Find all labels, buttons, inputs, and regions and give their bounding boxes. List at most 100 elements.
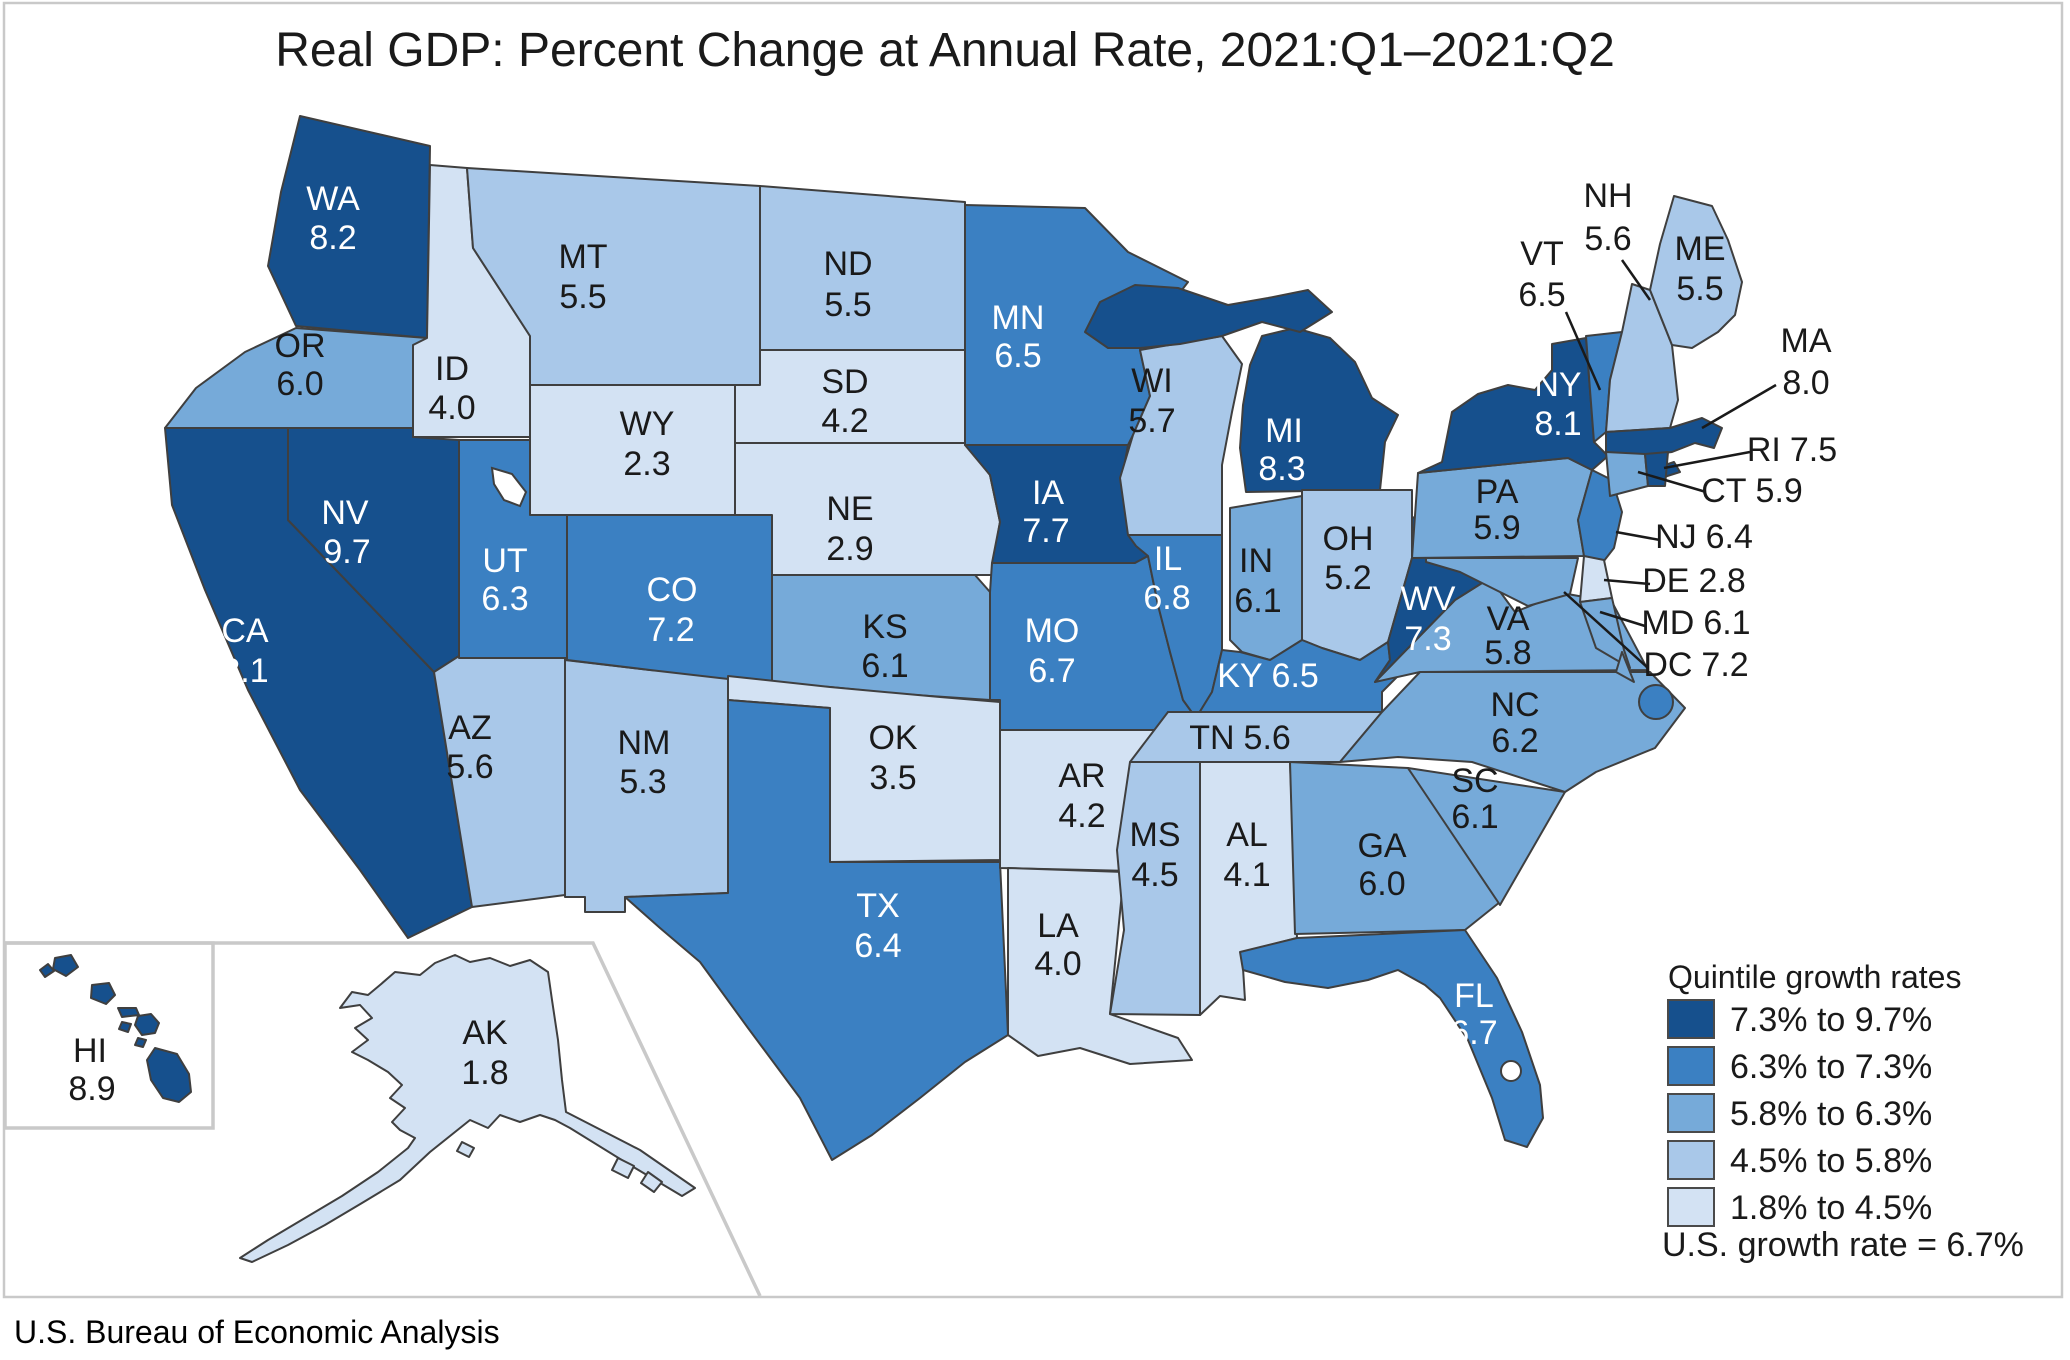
legend-title: Quintile growth rates xyxy=(1668,959,1961,995)
svg-text:PA: PA xyxy=(1476,473,1519,511)
state-new-york xyxy=(1417,337,1609,474)
svg-text:5.7: 5.7 xyxy=(1128,402,1175,440)
svg-text:IN: IN xyxy=(1239,542,1273,580)
svg-text:ND: ND xyxy=(823,245,872,283)
legend-label-q5: 1.8% to 4.5% xyxy=(1730,1189,1932,1227)
callout-label-nh: NH 5.6 xyxy=(1583,177,1632,258)
label-fl: FL6.7 xyxy=(1450,977,1497,1052)
callout-line-nh xyxy=(1620,259,1652,301)
svg-text:6.1: 6.1 xyxy=(1234,582,1281,620)
label-mn: MN6.5 xyxy=(992,299,1045,375)
svg-text:TX: TX xyxy=(856,887,899,925)
svg-text:6.5: 6.5 xyxy=(1518,276,1565,314)
svg-text:4.0: 4.0 xyxy=(1034,945,1081,983)
svg-text:5.6: 5.6 xyxy=(1584,220,1631,258)
svg-text:7.3: 7.3 xyxy=(1404,620,1451,658)
svg-text:5.9: 5.9 xyxy=(1473,509,1520,547)
label-pa: PA5.9 xyxy=(1473,473,1520,547)
callout-label-ri: RI 7.5 xyxy=(1747,431,1837,469)
label-wv: WV7.3 xyxy=(1401,580,1456,658)
legend-label-q2: 6.3% to 7.3% xyxy=(1730,1048,1932,1086)
state-virginia-eastern-shore xyxy=(1615,651,1635,683)
legend-label-q3: 5.8% to 6.3% xyxy=(1730,1095,1932,1133)
legend-swatch-q4 xyxy=(1667,1140,1715,1180)
label-wi: WI5.7 xyxy=(1128,362,1175,440)
label-ga: GA6.0 xyxy=(1357,827,1406,903)
label-ca: CA8.1 xyxy=(221,612,269,690)
label-ms: MS4.5 xyxy=(1130,816,1181,894)
svg-text:FL: FL xyxy=(1454,977,1494,1015)
label-il: IL6.8 xyxy=(1143,540,1190,617)
label-nc: NC6.2 xyxy=(1490,686,1539,760)
svg-text:7.2: 7.2 xyxy=(647,611,694,649)
lake-okeechobee xyxy=(1500,1060,1522,1082)
state-michigan-upper xyxy=(1084,284,1333,349)
callout-line-md xyxy=(1599,610,1646,628)
svg-text:SD: SD xyxy=(821,363,868,401)
label-tn: TN 5.6 xyxy=(1189,719,1291,757)
state-florida xyxy=(1239,929,1544,1148)
svg-text:4.5: 4.5 xyxy=(1131,856,1178,894)
label-id: ID4.0 xyxy=(428,350,475,427)
label-ky: KY 6.5 xyxy=(1217,657,1319,695)
label-ks: KS6.1 xyxy=(861,608,908,685)
state-illinois xyxy=(1127,534,1223,719)
svg-text:6.7: 6.7 xyxy=(1450,1014,1497,1052)
state-maine xyxy=(1649,195,1743,349)
label-sc: SC6.1 xyxy=(1451,762,1498,836)
svg-text:7.7: 7.7 xyxy=(1022,512,1069,550)
state-north-carolina xyxy=(1339,671,1686,793)
svg-text:6.1: 6.1 xyxy=(1451,798,1498,836)
svg-text:6.5: 6.5 xyxy=(994,337,1041,375)
label-me: ME5.5 xyxy=(1675,230,1726,308)
label-co: CO7.2 xyxy=(647,571,698,649)
page-title: Real GDP: Percent Change at Annual Rate,… xyxy=(275,24,1615,77)
svg-text:AR: AR xyxy=(1058,757,1105,795)
state-hawaii xyxy=(39,954,192,1103)
legend-swatch-q5 xyxy=(1667,1187,1715,1227)
svg-text:3.5: 3.5 xyxy=(869,759,916,797)
svg-text:OK: OK xyxy=(868,719,917,757)
svg-text:VA: VA xyxy=(1487,600,1530,638)
label-ok: OK3.5 xyxy=(868,719,917,797)
state-texas xyxy=(624,699,1009,1161)
state-washington xyxy=(267,115,431,339)
label-nd: ND5.5 xyxy=(823,245,872,324)
svg-text:5.5: 5.5 xyxy=(1676,270,1723,308)
svg-text:CO: CO xyxy=(647,571,698,609)
svg-text:5.3: 5.3 xyxy=(619,763,666,801)
svg-text:GA: GA xyxy=(1357,827,1406,865)
state-georgia xyxy=(1289,761,1501,935)
state-arizona xyxy=(433,655,566,908)
callout-line-de xyxy=(1603,578,1651,586)
svg-text:SC: SC xyxy=(1451,762,1498,800)
state-maryland-eastern-shore xyxy=(1579,597,1631,669)
svg-text:KS: KS xyxy=(862,608,907,646)
callout-label-nj: NJ 6.4 xyxy=(1655,518,1753,556)
state-michigan-lower xyxy=(1239,327,1399,493)
state-district-of-columbia-symbol xyxy=(1638,684,1674,720)
label-mo: MO6.7 xyxy=(1025,612,1080,690)
svg-text:MI: MI xyxy=(1265,412,1303,450)
svg-text:OR: OR xyxy=(275,327,326,365)
svg-text:5.6: 5.6 xyxy=(446,748,493,786)
label-sd: SD4.2 xyxy=(821,363,868,440)
label-ia: IA7.7 xyxy=(1022,474,1069,550)
label-or: OR6.0 xyxy=(275,327,326,403)
great-salt-lake xyxy=(490,466,528,508)
legend-label-q1: 7.3% to 9.7% xyxy=(1730,1001,1932,1039)
svg-text:6.4: 6.4 xyxy=(854,927,901,965)
callout-label-ma: MA 8.0 xyxy=(1781,322,1832,402)
legend-swatch-q3 xyxy=(1667,1093,1715,1133)
svg-text:UT: UT xyxy=(482,542,527,580)
state-maryland xyxy=(1425,557,1579,607)
callout-line-nj xyxy=(1615,530,1661,542)
svg-text:8.9: 8.9 xyxy=(68,1070,115,1108)
svg-text:ID: ID xyxy=(435,350,469,388)
state-alaska-islands xyxy=(456,1141,663,1193)
svg-text:IA: IA xyxy=(1032,474,1064,512)
svg-text:WV: WV xyxy=(1401,580,1456,618)
callout-line-dc xyxy=(1563,591,1649,669)
